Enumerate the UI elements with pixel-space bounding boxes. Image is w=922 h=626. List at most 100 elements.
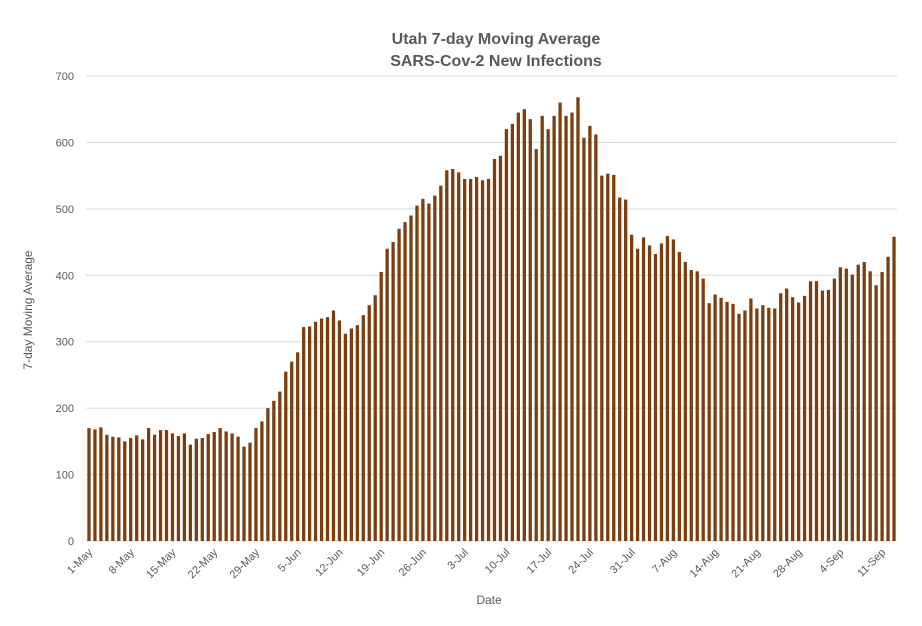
bar xyxy=(421,198,425,541)
x-axis-label: Date xyxy=(476,593,502,607)
x-tick-label: 31-Jul xyxy=(608,547,638,577)
bar xyxy=(433,195,437,541)
bar xyxy=(737,313,741,541)
bar xyxy=(796,302,801,541)
bar xyxy=(534,149,538,541)
bar xyxy=(355,325,359,541)
x-axis-ticks: 1-May 8-May 15-May 22-May 29-May 5-Jun 12-Jun 1… xyxy=(65,546,888,581)
x-tick-label: 21-Aug xyxy=(729,547,763,581)
bar xyxy=(224,431,228,541)
bar xyxy=(785,288,789,541)
bar xyxy=(302,327,306,541)
bar xyxy=(677,252,681,542)
bar xyxy=(594,134,598,541)
y-tick-label: 0 xyxy=(68,536,74,548)
bar xyxy=(427,203,431,542)
x-tick-label: 3-Jul xyxy=(445,547,470,572)
bar xyxy=(576,97,580,541)
bar xyxy=(671,239,676,541)
bar xyxy=(552,115,556,542)
bar xyxy=(719,297,723,541)
x-tick-label: 7-Aug xyxy=(650,547,679,576)
bar xyxy=(343,333,348,541)
bar xyxy=(486,178,491,541)
bar xyxy=(832,278,837,541)
x-tick-label: 19-Jun xyxy=(355,547,387,579)
bar xyxy=(331,310,336,541)
bar xyxy=(588,125,592,541)
bar xyxy=(856,264,860,541)
bar xyxy=(373,295,377,541)
bar xyxy=(582,137,586,541)
bar xyxy=(892,236,896,541)
bar xyxy=(773,308,777,541)
bar xyxy=(307,326,312,541)
bar xyxy=(874,285,878,541)
bar xyxy=(868,271,872,541)
bar xyxy=(570,112,574,541)
bar xyxy=(158,430,163,541)
bar xyxy=(123,441,127,541)
bar xyxy=(260,421,264,541)
bar xyxy=(749,298,753,541)
bar xyxy=(129,438,133,541)
x-tick-label: 26-Jun xyxy=(397,547,429,579)
bar xyxy=(791,297,795,541)
chart-subtitle: SARS-Cov-2 New Infections xyxy=(390,53,602,70)
x-tick-label: 28-Aug xyxy=(771,547,805,581)
bar xyxy=(361,315,365,541)
bar xyxy=(242,446,246,541)
bar xyxy=(87,428,91,541)
bar xyxy=(606,173,610,541)
bar xyxy=(683,262,687,541)
bar xyxy=(725,301,729,541)
bar xyxy=(600,175,604,541)
bar xyxy=(194,438,198,541)
bar xyxy=(296,352,300,541)
bar xyxy=(164,430,169,541)
bar xyxy=(689,269,693,541)
bar xyxy=(135,435,139,541)
bar xyxy=(659,243,664,541)
bar xyxy=(391,242,395,541)
bar xyxy=(498,155,503,541)
bar xyxy=(761,305,765,541)
bar xyxy=(272,400,276,541)
bar xyxy=(713,294,717,541)
bar xyxy=(337,320,342,541)
bar xyxy=(635,248,640,541)
y-tick-label: 500 xyxy=(56,204,74,216)
bar xyxy=(457,172,461,541)
bar xyxy=(290,361,294,541)
bar xyxy=(266,408,270,541)
bar xyxy=(808,281,813,541)
bar xyxy=(230,433,234,541)
bar xyxy=(480,180,485,542)
bar xyxy=(325,317,330,541)
bar xyxy=(624,199,628,541)
bar xyxy=(367,305,371,541)
bars xyxy=(87,97,896,542)
bar xyxy=(379,271,383,541)
x-tick-label: 8-May xyxy=(107,546,137,576)
bar xyxy=(707,303,711,541)
bar xyxy=(820,290,825,541)
bar xyxy=(385,248,389,541)
x-tick-label: 22-May xyxy=(186,546,221,581)
bar xyxy=(630,234,634,541)
bar xyxy=(814,281,819,541)
bar xyxy=(653,254,658,541)
bar xyxy=(212,432,216,541)
bar xyxy=(618,197,622,541)
bar xyxy=(641,237,646,542)
bar xyxy=(206,434,210,541)
bar xyxy=(349,328,353,541)
bar xyxy=(146,428,151,541)
y-tick-label: 300 xyxy=(56,337,74,349)
bar xyxy=(779,293,783,541)
bar xyxy=(492,159,497,542)
bar xyxy=(880,271,884,541)
bar xyxy=(474,176,479,541)
bar xyxy=(522,109,526,542)
bar xyxy=(546,129,550,541)
